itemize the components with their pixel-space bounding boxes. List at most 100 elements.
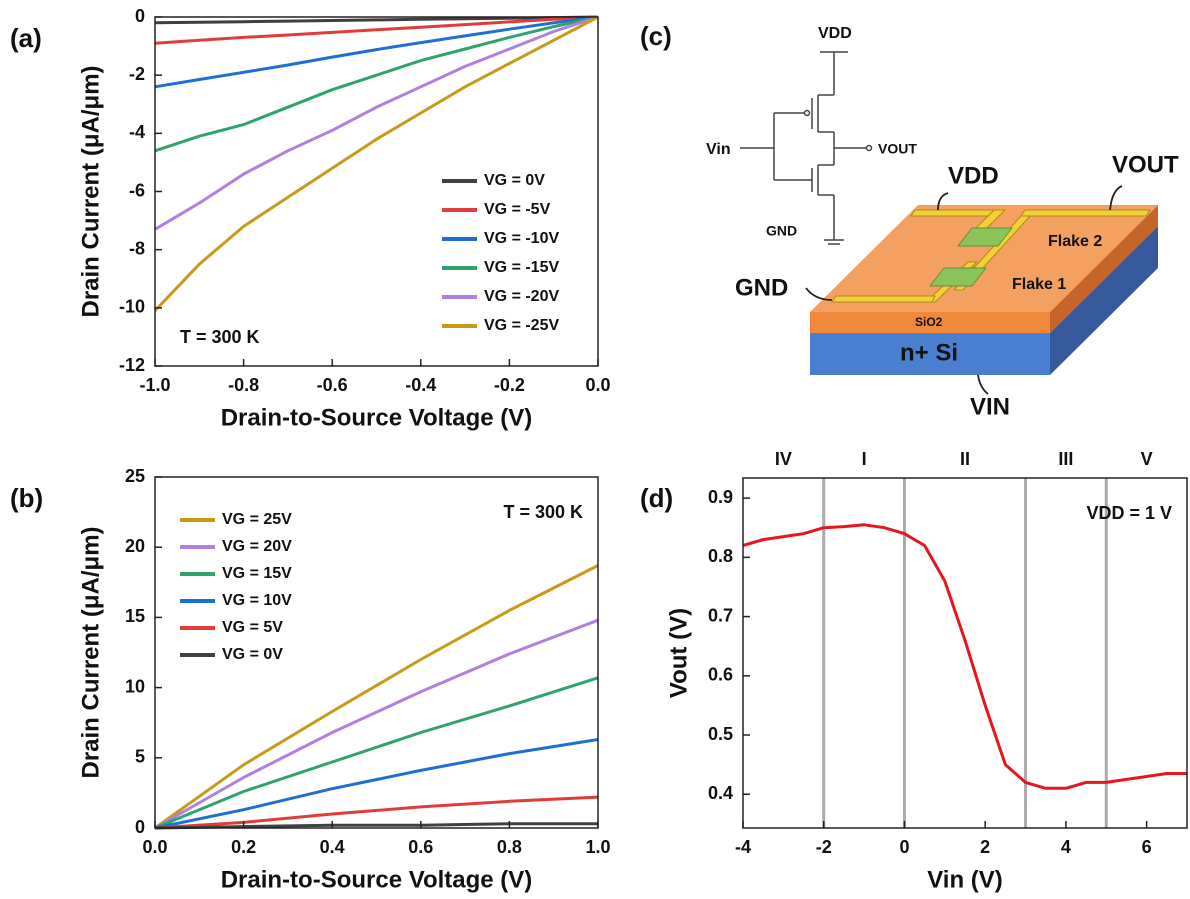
x-tick-label: -1.0 xyxy=(139,375,170,395)
vin-device: VIN xyxy=(970,393,1010,420)
substrate-front xyxy=(810,333,1050,375)
data-line xyxy=(154,564,599,830)
x-tick-label: 0.6 xyxy=(408,837,433,857)
y-tick-label: -10 xyxy=(119,297,145,317)
legend-label: VG = 20V xyxy=(222,538,292,555)
legend-label: VG = -15V xyxy=(484,259,559,276)
y-tick-label: 10 xyxy=(125,676,145,696)
region-label: III xyxy=(1058,449,1073,469)
x-tick-label: -0.8 xyxy=(228,375,259,395)
gnd-device: GND xyxy=(735,274,788,301)
data-line xyxy=(153,15,599,312)
legend-label: VG = 15V xyxy=(222,565,292,582)
y-tick-label: 0 xyxy=(135,6,145,26)
x-tick-label: 0.4 xyxy=(320,837,345,857)
y-tick-label: -2 xyxy=(129,64,145,84)
panel-label: (b) xyxy=(10,483,43,513)
oxide-side xyxy=(1050,205,1158,333)
x-tick-label: 6 xyxy=(1142,837,1152,857)
vdd-device: VDD xyxy=(948,162,999,189)
circuit xyxy=(740,51,873,245)
x-tick-label: -0.4 xyxy=(405,375,436,395)
plot-frame xyxy=(154,476,599,829)
annotation: T = 300 K xyxy=(180,327,260,347)
plot-frame xyxy=(742,477,1188,829)
x-tick-label: -0.6 xyxy=(317,375,348,395)
oxide-label: SiO2 xyxy=(915,315,943,329)
flake2-label: Flake 2 xyxy=(1048,233,1102,250)
y-axis-title: Drain Current (μA/μm) xyxy=(77,526,104,778)
y-axis-title: Vout (V) xyxy=(665,608,692,698)
legend-label: VG = -25V xyxy=(484,317,559,334)
legend-label: VG = 25V xyxy=(222,511,292,528)
legend-label: VG = -10V xyxy=(484,230,559,247)
data-line xyxy=(154,738,599,830)
y-tick-label: -6 xyxy=(129,180,145,200)
region-label: I xyxy=(862,449,867,469)
x-tick-label: 1.0 xyxy=(585,837,610,857)
legend-label: VG = 10V xyxy=(222,592,292,609)
leads xyxy=(805,185,1123,395)
y-tick-label: 0.4 xyxy=(708,783,733,803)
x-tick-label: 4 xyxy=(1061,837,1071,857)
y-tick-label: 5 xyxy=(135,747,145,767)
annotation: T = 300 K xyxy=(503,502,583,522)
y-tick-label: -8 xyxy=(129,238,145,258)
vout-circuit: VOUT xyxy=(878,141,917,157)
x-tick-label: 0.8 xyxy=(497,837,522,857)
x-tick-label: -0.2 xyxy=(494,375,525,395)
y-tick-label: 0.9 xyxy=(708,487,733,507)
panel-label: (d) xyxy=(640,483,673,513)
x-tick-label: -2 xyxy=(816,837,832,857)
data-line xyxy=(154,676,599,830)
x-tick-label: 0 xyxy=(899,837,909,857)
y-axis-title: Drain Current (μA/μm) xyxy=(77,65,104,317)
gnd-circuit: GND xyxy=(766,223,797,239)
y-tick-label: 0.6 xyxy=(708,665,733,685)
data-line xyxy=(154,15,599,89)
region-label: V xyxy=(1141,449,1153,469)
annotation: VDD = 1 V xyxy=(1086,503,1172,523)
data-line xyxy=(154,822,598,830)
y-tick-label: 20 xyxy=(125,536,145,556)
data-line xyxy=(154,15,599,25)
legend-label: VG = -20V xyxy=(484,288,559,305)
oxide-front xyxy=(810,312,1050,333)
x-axis-title: Vin (V) xyxy=(927,866,1003,893)
x-tick-label: 0.0 xyxy=(585,375,610,395)
legend-label: VG = -5V xyxy=(484,201,551,218)
diagram: (c) VDD Vin VOUT GND VDD VOUT GND Flake … xyxy=(640,21,1179,420)
y-tick-label: 25 xyxy=(125,466,145,486)
data-line xyxy=(154,795,599,830)
y-tick-label: 0.5 xyxy=(708,724,733,744)
legend-label: VG = 0V xyxy=(484,172,545,189)
x-axis-title: Drain-to-Source Voltage (V) xyxy=(221,866,533,893)
data-line xyxy=(154,15,599,153)
y-tick-label: -12 xyxy=(119,355,145,375)
region-label: II xyxy=(960,449,970,469)
x-tick-label: 0.2 xyxy=(231,837,256,857)
flakes xyxy=(929,227,1013,287)
panel-label: (a) xyxy=(10,23,42,53)
data-line xyxy=(154,15,599,231)
flake1-label: Flake 1 xyxy=(1012,276,1066,293)
y-tick-label: 0 xyxy=(135,817,145,837)
legend-label: VG = 5V xyxy=(222,619,283,636)
data-line xyxy=(154,618,599,830)
vdd-circuit: VDD xyxy=(818,25,852,42)
vout-device: VOUT xyxy=(1112,151,1179,178)
plot-frame xyxy=(154,16,599,367)
data-line xyxy=(154,15,599,45)
y-tick-label: 0.7 xyxy=(708,605,733,625)
substrate-label: n+ Si xyxy=(900,339,958,366)
panel-label: (c) xyxy=(640,21,672,51)
y-tick-label: 0.8 xyxy=(708,546,733,566)
x-tick-label: 0.0 xyxy=(142,837,167,857)
x-axis-title: Drain-to-Source Voltage (V) xyxy=(221,404,533,431)
data-line xyxy=(742,523,1187,790)
y-tick-label: 15 xyxy=(125,606,145,626)
y-tick-label: -4 xyxy=(129,122,145,142)
substrate-side xyxy=(1050,226,1158,375)
vin-circuit: Vin xyxy=(706,141,731,158)
